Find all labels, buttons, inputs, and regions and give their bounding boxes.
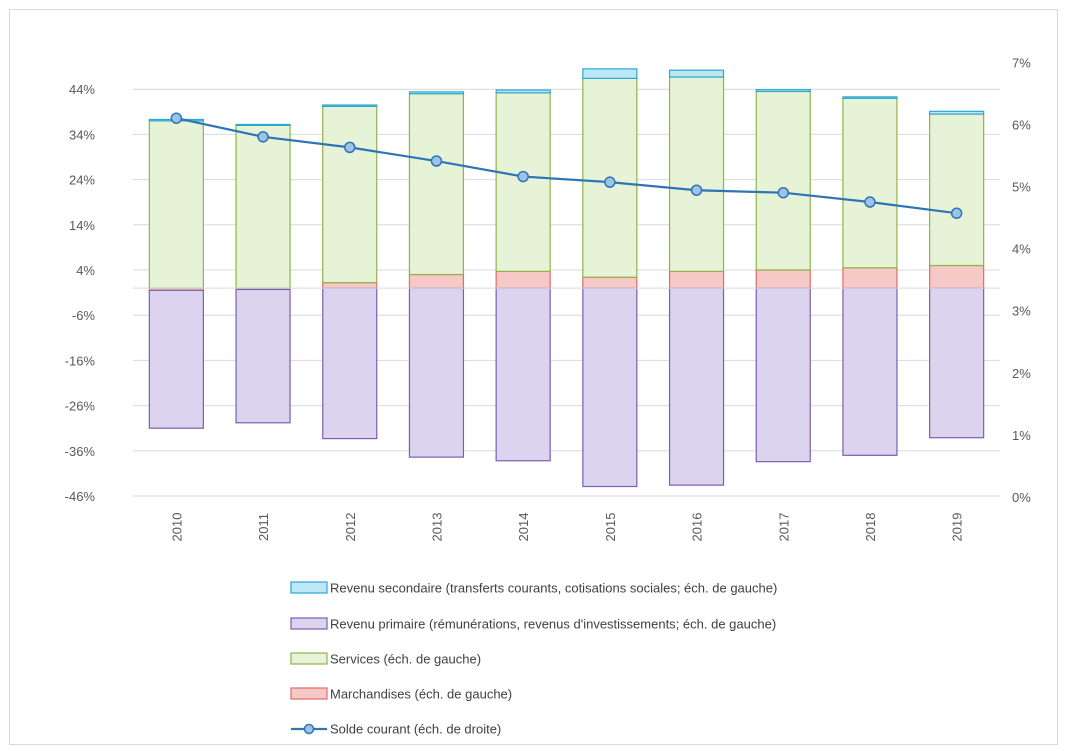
bar-marchandises-2019 (929, 264, 985, 289)
bar-revenu-secondaire-2011 (235, 123, 291, 126)
y-left-tick-label: -6% (72, 308, 96, 323)
y-left-tick-label: -16% (65, 353, 96, 368)
legend-item: Revenu secondaire (transferts courants, … (290, 581, 777, 596)
legend-item: Services (éch. de gauche) (290, 652, 481, 667)
bar-revenu-primaire-2018 (842, 287, 898, 456)
legend-swatch (290, 581, 328, 594)
bar-revenu-secondaire-2013 (408, 91, 465, 95)
point-solde-courant-2011 (257, 131, 269, 143)
bar-marchandises-2013 (408, 273, 465, 289)
legend-label: Marchandises (éch. de gauche) (330, 687, 512, 702)
bar-revenu-secondaire-2014 (495, 89, 551, 94)
point-solde-courant-2018 (864, 196, 876, 208)
y-left-tick-label: 14% (69, 218, 95, 233)
x-tick-label: 2019 (950, 513, 965, 542)
point-solde-courant-2019 (950, 207, 963, 219)
y-right-tick-label: 6% (1012, 117, 1031, 132)
x-tick-label: 2017 (776, 513, 791, 542)
y-right-tick-label: 4% (1012, 242, 1031, 257)
legend-item: Revenu primaire (rémunérations, revenus … (290, 617, 776, 632)
bar-revenu-secondaire-2019 (929, 110, 985, 115)
bar-marchandises-2016 (668, 270, 725, 289)
bar-services-2016 (668, 76, 725, 272)
y-left-tick-label: -46% (65, 489, 96, 504)
bar-services-2019 (929, 113, 985, 267)
legend-swatch (290, 617, 328, 630)
bar-services-2017 (755, 90, 811, 271)
y-left-tick-label: 34% (69, 127, 95, 142)
point-solde-courant-2014 (517, 170, 529, 183)
y-left-tick-label: 24% (69, 173, 95, 188)
bar-revenu-primaire-2017 (755, 287, 811, 463)
bar-marchandises-2015 (582, 276, 638, 289)
x-tick-label: 2013 (429, 513, 444, 542)
point-solde-courant-2017 (777, 186, 789, 199)
y-right-tick-label: 5% (1012, 180, 1031, 195)
bar-marchandises-2017 (755, 269, 811, 289)
bar-revenu-primaire-2014 (495, 287, 551, 462)
bar-marchandises-2018 (842, 267, 898, 289)
y-left-tick-label: -26% (65, 399, 96, 414)
x-tick-label: 2011 (256, 513, 271, 541)
y-right-tick-label: 0% (1012, 490, 1031, 505)
bar-marchandises-2014 (495, 270, 551, 289)
y-left-tick-label: -36% (65, 444, 96, 459)
bar-revenu-primaire-2012 (322, 287, 378, 440)
y-left-tick-label: 44% (69, 82, 95, 97)
point-solde-courant-2016 (690, 184, 703, 196)
x-tick-label: 2014 (516, 513, 531, 542)
line-solde-courant (176, 117, 957, 215)
legend-swatch (290, 687, 328, 700)
bar-revenu-secondaire-2015 (582, 68, 638, 79)
bar-services-2012 (322, 105, 378, 284)
legend-label: Revenu primaire (rémunérations, revenus … (330, 617, 776, 632)
y-right-tick-label: 2% (1012, 366, 1031, 381)
bar-services-2013 (408, 93, 465, 276)
legend-item: Marchandises (éch. de gauche) (290, 687, 512, 702)
y-left-tick-label: 4% (76, 263, 95, 278)
legend-item: Solde courant (éch. de droite) (291, 722, 501, 737)
bar-revenu-primaire-2016 (668, 287, 725, 486)
bar-revenu-secondaire-2016 (668, 69, 725, 78)
x-tick-label: 2016 (690, 513, 705, 542)
y-right-tick-label: 1% (1012, 428, 1031, 443)
point-solde-courant-2010 (170, 112, 183, 124)
legend-label: Revenu secondaire (transferts courants, … (330, 581, 777, 596)
y-right-tick-label: 7% (1012, 55, 1031, 70)
bar-services-2018 (842, 97, 898, 269)
bar-services-2010 (148, 120, 204, 289)
legend-label: Services (éch. de gauche) (330, 652, 481, 667)
bar-marchandises-2012 (322, 282, 378, 289)
x-tick-label: 2018 (863, 513, 878, 542)
bar-revenu-primaire-2013 (408, 287, 465, 458)
legend-swatch-marker (303, 723, 315, 735)
bar-revenu-primaire-2011 (235, 288, 291, 424)
x-tick-label: 2012 (343, 513, 358, 542)
bar-revenu-primaire-2015 (582, 287, 638, 488)
bar-revenu-secondaire-2017 (755, 89, 811, 93)
legend-swatch (290, 652, 328, 665)
point-solde-courant-2015 (604, 176, 616, 188)
legend-label: Solde courant (éch. de droite) (330, 722, 501, 737)
bar-revenu-primaire-2010 (148, 289, 204, 429)
bar-services-2011 (235, 124, 291, 289)
bar-revenu-primaire-2019 (929, 287, 985, 439)
x-tick-label: 2010 (169, 513, 184, 542)
point-solde-courant-2013 (430, 155, 443, 167)
y-right-tick-label: 3% (1012, 304, 1031, 319)
x-tick-label: 2015 (603, 513, 618, 542)
bar-revenu-secondaire-2012 (322, 104, 378, 107)
point-solde-courant-2012 (344, 141, 356, 154)
bar-revenu-secondaire-2018 (842, 96, 898, 99)
